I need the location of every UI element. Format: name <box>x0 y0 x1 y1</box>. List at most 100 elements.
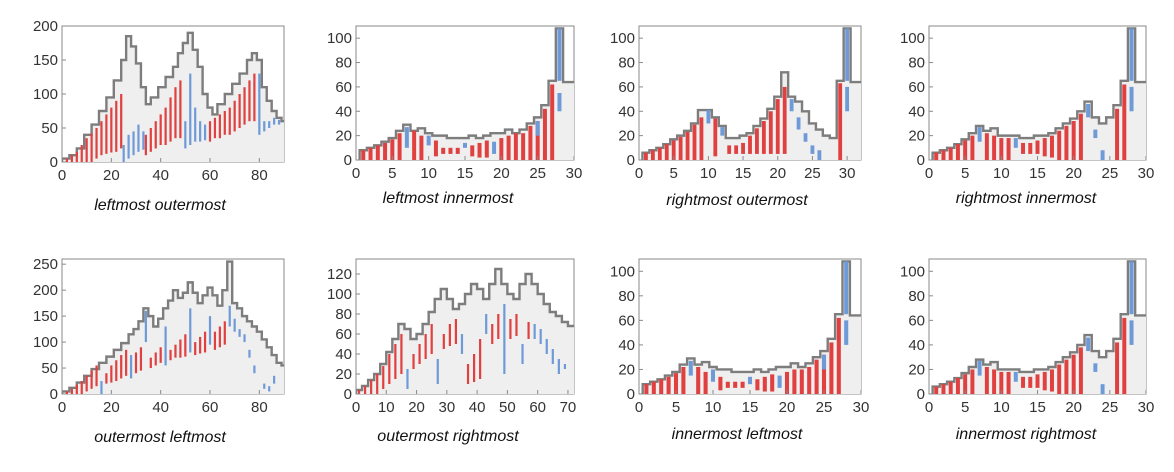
blue-bar <box>485 314 488 334</box>
red-bar <box>963 140 968 160</box>
red-bar <box>1021 142 1026 154</box>
red-bar <box>376 374 379 394</box>
blue-bar <box>273 117 276 125</box>
blue-bar <box>710 369 716 382</box>
y-tick-label: 100 <box>33 334 58 351</box>
blue-bar <box>545 339 548 354</box>
red-bar <box>442 334 445 349</box>
red-bar <box>1006 371 1011 394</box>
blue-bar <box>100 381 103 394</box>
red-bar <box>134 352 138 374</box>
blue-bar <box>189 308 192 353</box>
blue-bar <box>777 375 782 388</box>
red-bar <box>70 388 73 394</box>
blue-bar <box>557 28 562 81</box>
x-tick-label: 25 <box>1101 165 1118 182</box>
y-tick-label: 200 <box>33 18 58 35</box>
x-tick-label: 0 <box>58 399 66 416</box>
red-bar <box>472 354 476 382</box>
envelope-line <box>931 27 1146 160</box>
red-bar <box>673 373 679 394</box>
x-tick-label: 30 <box>839 165 856 182</box>
y-tick-label: 40 <box>908 103 925 120</box>
red-bar <box>100 121 103 156</box>
y-tick-label: 0 <box>344 386 352 403</box>
blue-bar <box>821 354 827 370</box>
y-tick-label: 0 <box>917 152 925 169</box>
blue-bar <box>1129 320 1134 345</box>
blue-bar <box>977 127 982 142</box>
red-bar <box>120 94 123 149</box>
red-bar <box>455 147 460 154</box>
panel-4: 0 5 10 15 20 25 30 0 20 40 60 80 100 rightmost innerm… <box>900 25 1154 207</box>
red-bar <box>383 142 388 160</box>
y-tick-label: 20 <box>618 128 635 145</box>
y-tick-label: 100 <box>900 263 925 280</box>
red-bar <box>999 371 1004 394</box>
blue-bar <box>129 355 133 379</box>
red-bar <box>223 321 226 345</box>
blue-bar <box>706 110 711 124</box>
red-bar <box>497 314 500 339</box>
red-bar <box>1035 140 1040 154</box>
panel-1: 0 20 40 60 80 0 50 100 150 200 leftmost outermost <box>33 18 285 214</box>
blue-bar <box>436 359 439 384</box>
blue-bar <box>1013 371 1018 382</box>
blue-bar <box>426 135 431 146</box>
x-tick-label: 15 <box>735 165 752 182</box>
red-bar <box>1057 130 1062 160</box>
red-bar <box>441 147 446 154</box>
y-tick-label: 60 <box>618 312 635 329</box>
blue-bar <box>1093 363 1098 372</box>
red-bar <box>734 145 739 154</box>
blue-bar <box>1129 86 1134 112</box>
red-bar <box>213 331 217 350</box>
y-tick-label: 20 <box>335 366 352 383</box>
blue-bar <box>796 117 801 130</box>
blue-bar <box>1013 138 1018 148</box>
blue-bar <box>977 360 982 376</box>
y-tick-label: 80 <box>335 306 352 323</box>
red-bar <box>110 107 113 153</box>
red-bar <box>782 86 787 154</box>
x-tick-label: 60 <box>202 167 219 184</box>
x-tick-label: 20 <box>103 167 120 184</box>
red-bar <box>748 135 752 154</box>
red-bar <box>713 118 718 157</box>
blue-bar <box>1086 103 1091 118</box>
red-bar <box>169 97 172 142</box>
blue-bar <box>194 107 197 142</box>
red-bar <box>484 140 489 158</box>
blue-bar <box>208 316 212 345</box>
red-bar <box>419 135 424 160</box>
red-bar <box>70 155 73 162</box>
red-bar <box>1006 138 1011 160</box>
red-bar <box>948 147 953 160</box>
panel-caption: innermost rightmost <box>956 426 1097 443</box>
red-bar <box>1057 364 1062 394</box>
y-tick-label: 100 <box>900 30 925 47</box>
y-tick-label: 50 <box>41 360 58 377</box>
panel-caption: outermost leftmost <box>94 429 226 446</box>
blue-bar <box>460 334 464 354</box>
red-bar <box>664 144 669 160</box>
red-bar <box>90 370 93 389</box>
blue-bar <box>563 364 567 369</box>
red-bar <box>125 349 128 376</box>
blue-bar <box>1100 150 1105 160</box>
panel-caption: outermost rightmost <box>377 428 519 445</box>
red-bar <box>542 108 547 160</box>
x-tick-label: 5 <box>961 165 969 182</box>
blue-bar <box>810 145 815 154</box>
y-tick-label: 80 <box>618 55 635 72</box>
blue-bar <box>233 318 236 332</box>
red-bar <box>80 145 83 162</box>
x-tick-label: 10 <box>378 399 395 416</box>
red-bar <box>499 138 504 160</box>
red-bar <box>941 384 946 394</box>
red-bar <box>678 136 683 160</box>
red-bar <box>466 364 470 384</box>
y-tick-label: 20 <box>335 128 352 145</box>
x-tick-label: 20 <box>493 165 510 182</box>
